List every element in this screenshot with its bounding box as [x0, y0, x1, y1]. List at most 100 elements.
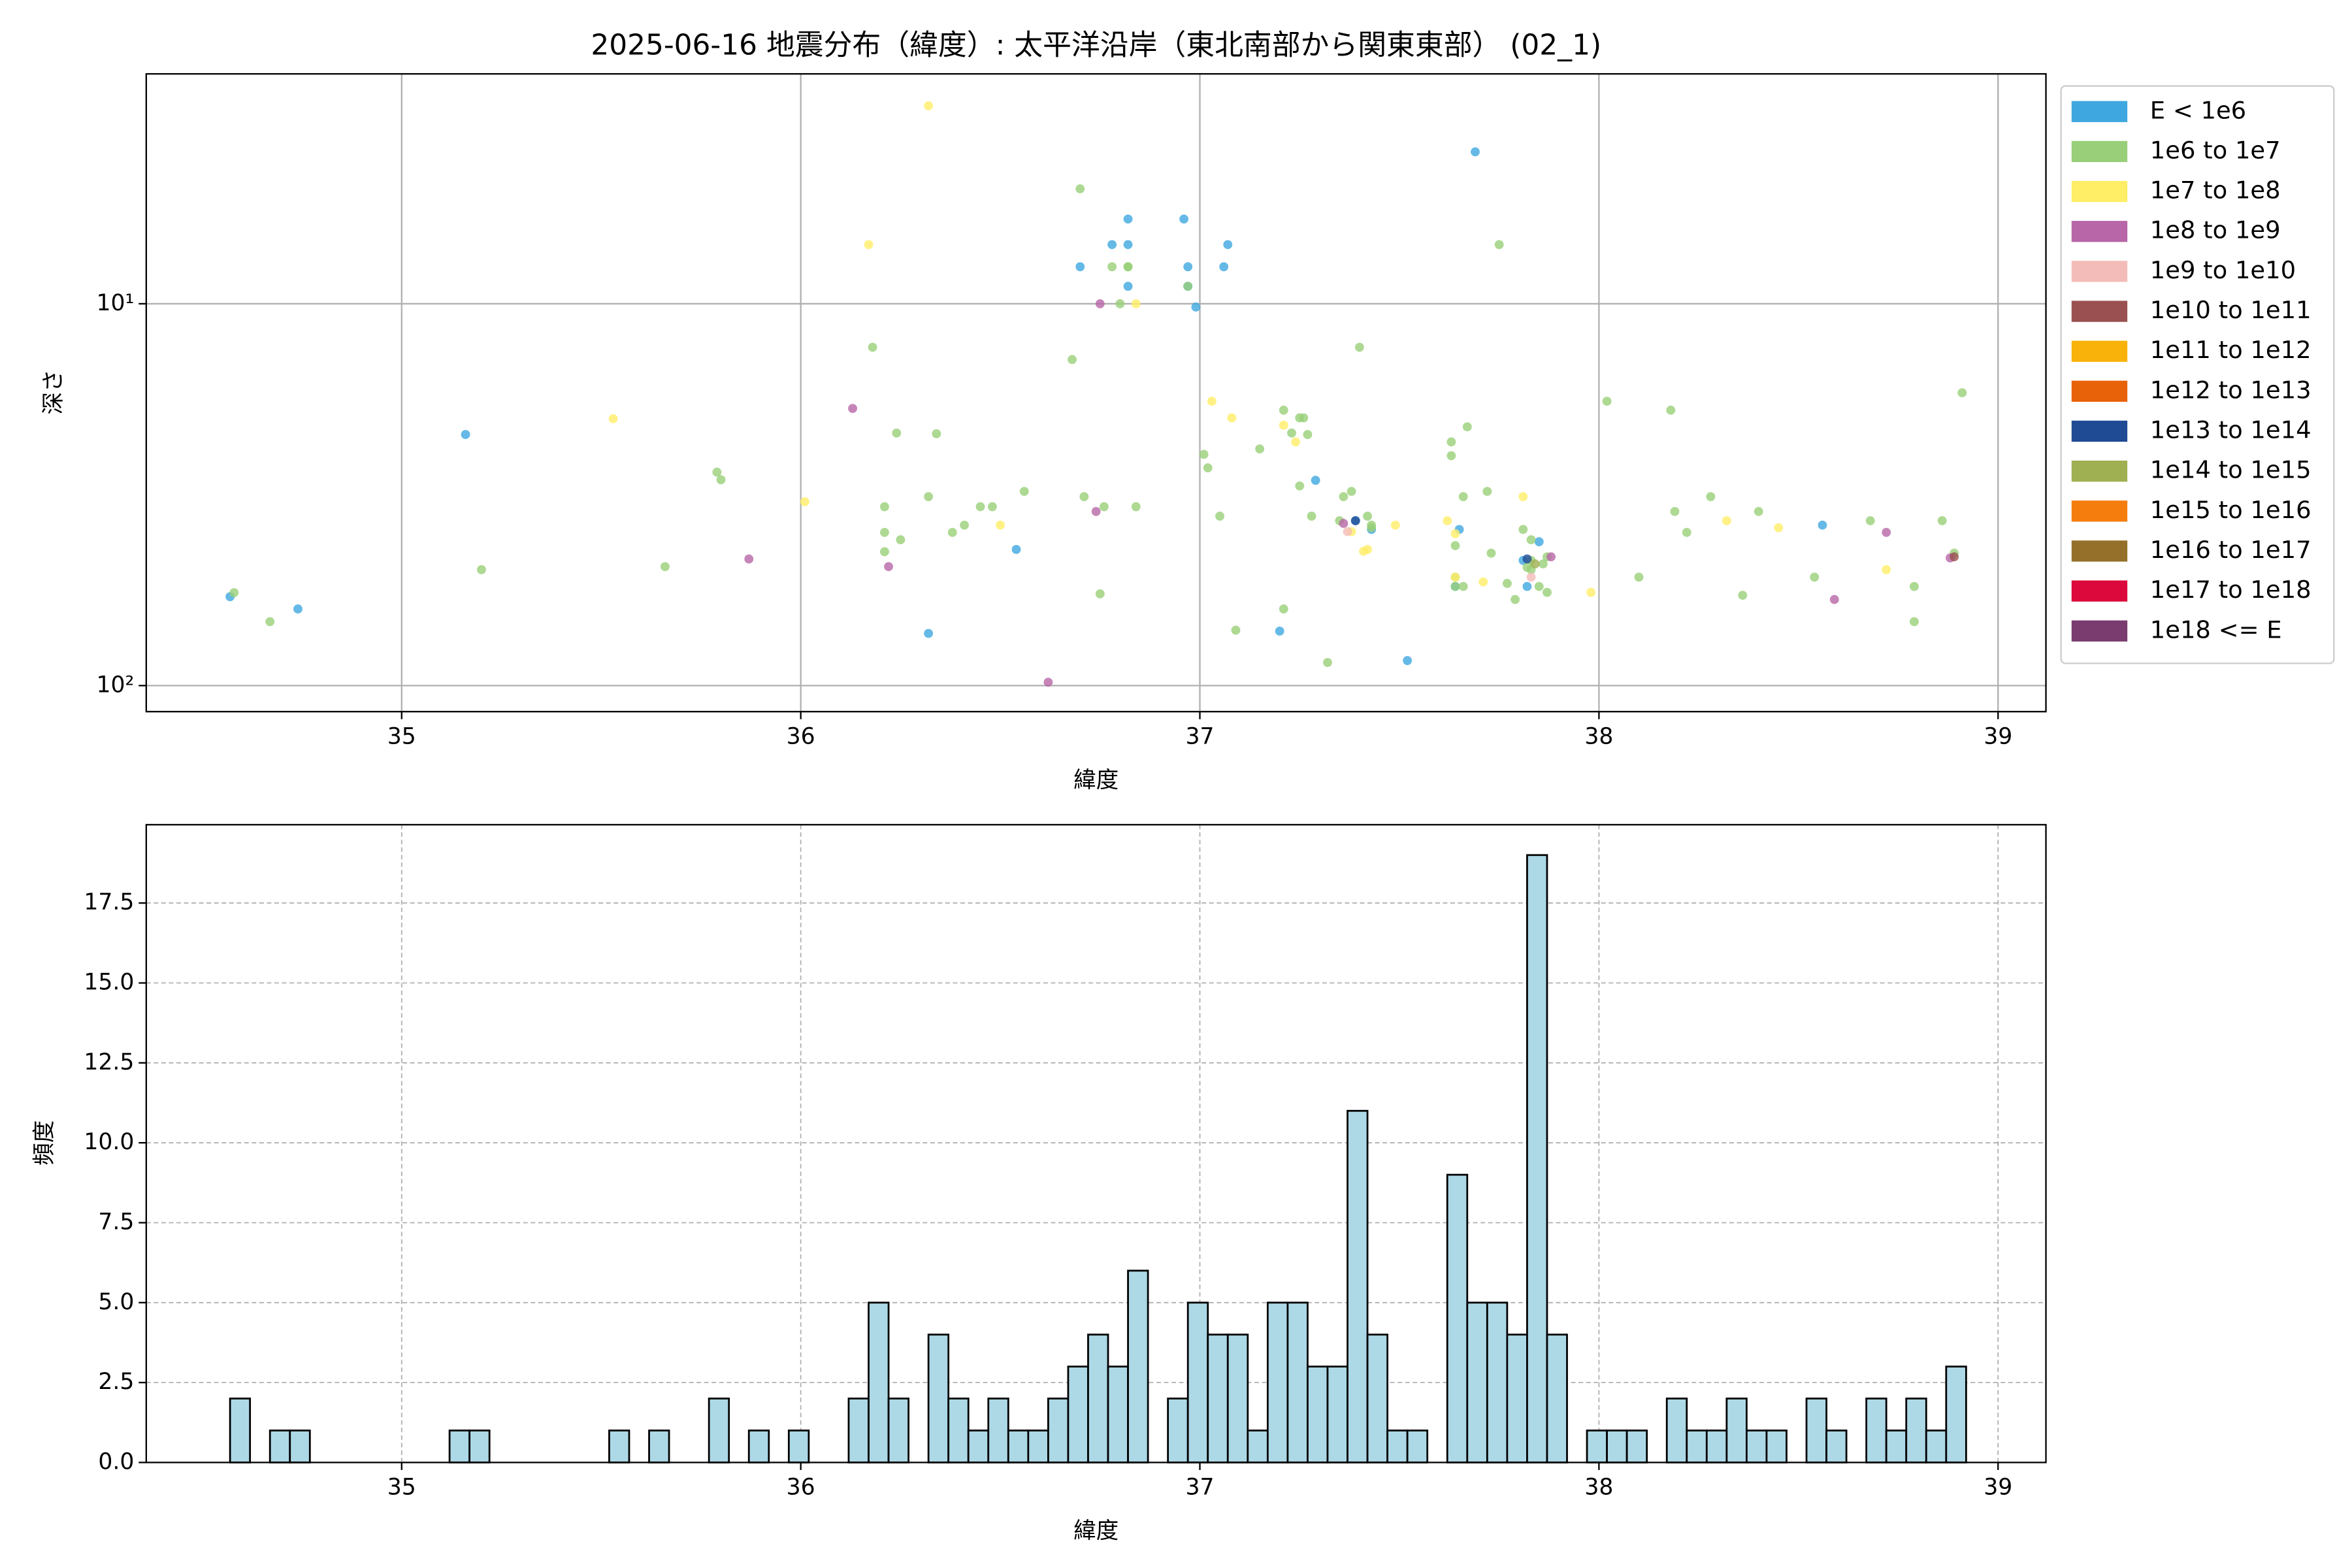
legend-swatch	[2071, 140, 2128, 163]
legend-label: 1e12 to 1e13	[2150, 376, 2311, 404]
scatter-point	[1774, 523, 1784, 532]
histogram-bar	[648, 1429, 670, 1463]
legend-swatch	[2071, 221, 2128, 242]
legend-swatch	[2071, 301, 2128, 322]
y-axis-label: 頻度	[31, 1120, 57, 1166]
y-tick-label: 5.0	[98, 1289, 134, 1315]
scatter-point	[1937, 516, 1947, 525]
x-tick-label: 39	[1984, 1475, 2012, 1501]
x-tick-label: 37	[1185, 1475, 1214, 1501]
histogram-bar	[1665, 1397, 1688, 1463]
histogram-bar	[1945, 1365, 1967, 1463]
scatter-point	[1450, 581, 1460, 591]
scatter-point	[1207, 397, 1217, 406]
axes-frame	[145, 73, 2047, 713]
histogram-bar	[967, 1429, 990, 1463]
histogram-bar	[787, 1429, 810, 1463]
scatter-point	[1462, 422, 1472, 432]
scatter-point	[1829, 595, 1839, 604]
scatter-point	[1223, 240, 1233, 250]
scatter-point	[1295, 481, 1305, 491]
scatter-point	[1458, 581, 1468, 591]
scatter-point	[1950, 552, 1959, 562]
histogram-bar	[1366, 1333, 1389, 1463]
histogram-bar	[887, 1397, 909, 1463]
histogram-bar	[289, 1429, 311, 1463]
scatter-point	[712, 467, 722, 477]
scatter-point	[1882, 527, 1891, 537]
scatter-point	[1299, 413, 1309, 423]
histogram-bar	[1087, 1333, 1109, 1463]
legend-swatch	[2071, 261, 2128, 282]
legend-label: 1e15 to 1e16	[2150, 496, 2311, 524]
scatter-point	[1494, 240, 1504, 250]
scatter-point	[1079, 492, 1089, 502]
scatter-point	[1446, 437, 1456, 447]
scatter-point	[1131, 299, 1141, 308]
y-tick-label: 17.5	[84, 889, 134, 915]
histogram-bar	[947, 1397, 970, 1463]
scatter-point	[1522, 581, 1532, 591]
scatter-point	[1443, 516, 1452, 525]
scatter-point	[1738, 591, 1748, 600]
scatter-point	[1450, 541, 1460, 551]
scatter-point	[1754, 506, 1763, 516]
histogram-bar	[1007, 1429, 1030, 1463]
histogram-bar	[1266, 1301, 1289, 1463]
scatter-point	[1363, 545, 1372, 554]
legend-label: 1e9 to 1e10	[2150, 256, 2296, 284]
scatter-point	[1075, 262, 1085, 272]
x-tick-label: 39	[1984, 723, 2012, 749]
histogram-bar	[847, 1397, 870, 1463]
x-tick-label: 35	[387, 723, 416, 749]
scatter-point	[461, 430, 470, 439]
histogram-bar	[1805, 1397, 1827, 1463]
legend-swatch	[2071, 101, 2128, 122]
scatter-point	[924, 492, 934, 502]
scatter-point	[1602, 397, 1612, 406]
histogram-bar	[1746, 1429, 1768, 1463]
legend-swatch	[2071, 580, 2128, 602]
scatter-point	[1865, 516, 1875, 525]
y-axis-label: 深さ	[41, 369, 67, 414]
histogram-bar	[1186, 1301, 1209, 1463]
histogram-bar	[1127, 1269, 1149, 1463]
histogram-bar	[1686, 1429, 1708, 1463]
scatter-point	[1303, 430, 1313, 439]
scatter-point	[1810, 572, 1820, 582]
histogram-bar	[1606, 1429, 1628, 1463]
scatter-point	[947, 527, 957, 537]
scatter-point	[1522, 563, 1532, 572]
scatter-point	[1586, 587, 1596, 597]
histogram-bar	[1107, 1365, 1129, 1463]
scatter-point	[1279, 420, 1288, 430]
scatter-point	[1231, 625, 1241, 635]
scatter-point	[1482, 487, 1492, 497]
histogram-bar	[1506, 1333, 1528, 1463]
scatter-point	[1634, 572, 1644, 582]
scatter-point	[1123, 240, 1133, 250]
x-tick-label: 36	[787, 1475, 815, 1501]
scatter-point	[1191, 302, 1201, 312]
scatter-point	[1722, 516, 1731, 525]
scatter-point	[1019, 487, 1029, 497]
scatter-point	[924, 101, 934, 110]
histogram-bar	[1347, 1109, 1369, 1463]
scatter-point	[1183, 282, 1193, 291]
histogram-bar	[1865, 1397, 1887, 1463]
histogram-bar	[1466, 1301, 1488, 1463]
legend-swatch	[2071, 380, 2128, 402]
scatter-point	[1502, 579, 1512, 588]
scatter-point	[1350, 516, 1360, 525]
legend-label: 1e7 to 1e8	[2150, 176, 2281, 204]
scatter-point	[1107, 240, 1117, 250]
scatter-point	[229, 588, 239, 598]
scatter-point	[1670, 506, 1680, 516]
scatter-point	[868, 342, 877, 352]
scatter-point	[880, 502, 889, 512]
scatter-point	[1511, 595, 1520, 604]
legend-label: 1e11 to 1e12	[2150, 336, 2311, 364]
histogram-bar	[1625, 1429, 1648, 1463]
histogram-bar	[1825, 1429, 1848, 1463]
scatter-point	[1343, 527, 1352, 536]
